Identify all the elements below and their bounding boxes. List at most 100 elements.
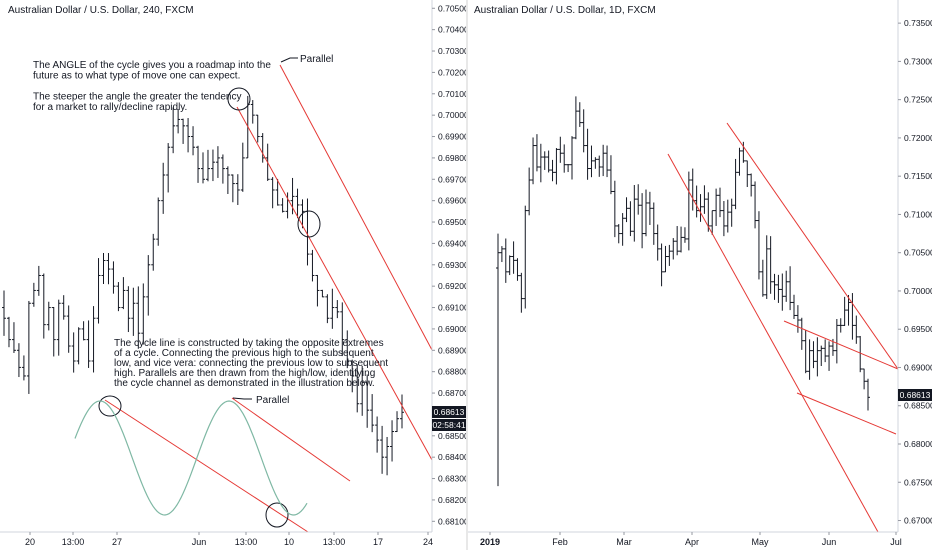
- cycle-line-main[interactable]: [104, 399, 309, 533]
- price-tag-1d: 0.68613: [898, 389, 932, 401]
- ohlc-bar: [36, 265, 41, 296]
- ohlc-bar: [235, 174, 240, 205]
- y-tick-label: 0.68100: [438, 516, 466, 526]
- ohlc-bar: [772, 273, 777, 300]
- ohlc-bar: [126, 286, 131, 333]
- annotation-mid-line: The cycle line is constructed by taking …: [114, 338, 384, 349]
- ohlc-bar: [807, 339, 812, 380]
- trendline-lower[interactable]: [236, 106, 433, 461]
- annotation-top-line: The ANGLE of the cycle gives you a roadm…: [33, 60, 271, 71]
- ohlc-bar: [776, 274, 781, 303]
- ohlc-bar: [315, 274, 320, 307]
- ohlc-bar: [663, 245, 668, 273]
- y-tick-label: 0.68900: [438, 345, 466, 355]
- cycle-line-upper[interactable]: [783, 320, 899, 370]
- ohlc-bar: [827, 341, 832, 371]
- cycle-line-lower[interactable]: [796, 392, 897, 435]
- ohlc-bar: [260, 133, 265, 163]
- annotation-top-line: The steeper the angle the greater the te…: [33, 92, 241, 103]
- ohlc-bar: [275, 178, 280, 206]
- ohlc-bar: [585, 128, 590, 180]
- ohlc-bar: [542, 151, 547, 170]
- ohlc-bar: [764, 235, 769, 299]
- y-tick-label: 0.67500: [904, 477, 932, 487]
- ohlc-bar: [620, 213, 625, 246]
- y-tick-label: 0.68700: [438, 388, 466, 398]
- ohlc-bar: [230, 174, 235, 203]
- ohlc-bar: [176, 109, 181, 134]
- ohlc-bar: [589, 145, 594, 178]
- panel-divider[interactable]: [466, 0, 468, 550]
- ohlc-bar: [749, 173, 754, 197]
- ohlc-bar: [51, 306, 56, 357]
- y-tick-label: 0.73500: [904, 18, 932, 28]
- ohlc-bar: [136, 286, 141, 349]
- parallel-pointer-2: [232, 397, 252, 400]
- ohlc-bar: [682, 227, 687, 243]
- ohlc-bar: [624, 197, 629, 223]
- countdown-tag: 02:58:41: [432, 419, 466, 431]
- ohlc-bar: [706, 192, 711, 232]
- chart-1d-svg[interactable]: 0.73500 0.73000 0.72500 0.72000 0.71500 0.710…: [468, 0, 932, 550]
- ohlc-bar: [718, 187, 722, 218]
- ohlc-bar: [760, 259, 765, 297]
- ohlc-bar: [854, 315, 859, 344]
- ohlc-bar: [612, 180, 617, 238]
- x-tick-label: Mar: [616, 537, 632, 547]
- ohlc-bar: [651, 202, 656, 245]
- cycle-line-parallel[interactable]: [231, 397, 351, 482]
- chart-panel-left[interactable]: Parallel Parallel The ANGLE of the cycle g…: [0, 0, 466, 550]
- y-tick-label: 0.69800: [438, 153, 466, 163]
- ohlc-bar: [280, 198, 285, 213]
- ohlc-bar: [210, 149, 215, 182]
- ohlc-bar: [698, 194, 703, 222]
- annotation-mid-line: of a cycle. Connecting the previous high…: [114, 348, 374, 359]
- ohlc-bar: [721, 201, 726, 237]
- ohlc-bar: [320, 289, 325, 298]
- ohlc-bar: [554, 148, 559, 185]
- y-tick-label: 0.72000: [904, 133, 932, 143]
- ohlc-bar: [644, 189, 648, 237]
- trendline-upper[interactable]: [279, 64, 433, 351]
- ohlc-bar: [558, 136, 563, 163]
- annotation-mid-line: low, and vice vera: connecting the previ…: [114, 358, 388, 369]
- ohlc-bar: [131, 287, 136, 336]
- ohlc-bar: [71, 332, 76, 373]
- ohlc-bar: [858, 335, 863, 373]
- ohlc-bar: [823, 339, 828, 363]
- price-tag: 0.68613: [432, 406, 466, 418]
- ohlc-bar: [780, 273, 785, 311]
- ohlc-bar: [515, 258, 520, 281]
- trendline-outer-upper[interactable]: [726, 122, 899, 370]
- ohlc-bar: [679, 226, 684, 253]
- y-tick-label: 0.68000: [904, 439, 932, 449]
- ohlc-bar: [340, 302, 345, 357]
- ohlc-bar: [702, 185, 707, 214]
- ohlc-bar: [503, 238, 508, 283]
- y-tick-label: 0.68500: [904, 401, 932, 411]
- ohlc-bar: [240, 142, 245, 192]
- chart-240-svg[interactable]: Parallel Parallel The ANGLE of the cycle g…: [0, 0, 466, 550]
- ohlc-bar: [205, 149, 210, 182]
- sine-high-circle: [98, 395, 122, 417]
- chart-panel-right[interactable]: 0.73500 0.73000 0.72500 0.72000 0.71500 0.710…: [468, 0, 932, 550]
- ohlc-bar: [350, 359, 355, 393]
- ohlc-bar: [360, 365, 365, 416]
- ohlc-bar: [632, 185, 637, 242]
- ohlc-bar: [215, 146, 220, 178]
- ohlc-bar: [56, 299, 61, 356]
- ohlc-bar: [196, 145, 201, 183]
- ohlc-bar: [511, 241, 516, 274]
- ohlc-bar: [659, 243, 664, 287]
- ohlc-bar: [225, 166, 230, 195]
- trendline-outer-lower[interactable]: [667, 153, 879, 533]
- ohlc-bar: [365, 374, 370, 428]
- ohlc-bar: [647, 191, 652, 225]
- ohlc-bar: [295, 188, 300, 219]
- ohlc-bar: [81, 321, 86, 341]
- y-tick-label: 0.69500: [438, 217, 466, 227]
- ohlc-bar: [91, 306, 96, 373]
- ohlc-bar: [690, 168, 695, 211]
- ohlc-bar: [815, 337, 820, 377]
- y-tick-label: 0.68200: [438, 495, 466, 505]
